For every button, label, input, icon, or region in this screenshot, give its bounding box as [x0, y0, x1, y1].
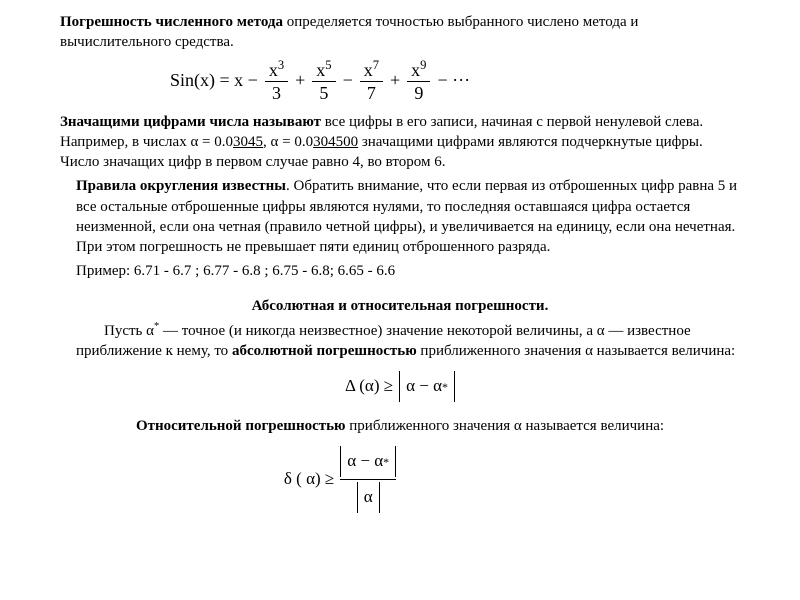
sin-lhs: Sin(x) = x − — [170, 68, 258, 92]
underlined-3045: 3045 — [233, 134, 263, 150]
bold-term-rounding: Правила округления известны — [76, 178, 286, 194]
underlined-304500: 304500 — [313, 134, 358, 150]
paragraph-rounding-rules: Правила округления известны. Обратить вн… — [60, 176, 740, 257]
bold-term-significant-digits: Значащими цифрами числа называют — [60, 114, 321, 130]
paragraph-method-error: Погрешность численного метода определяет… — [60, 12, 740, 53]
bold-term-relative-error: Относительной погрешностью — [136, 418, 346, 434]
relative-error-fraction: α − α* α — [340, 446, 396, 513]
abs-value-bars: α − α* — [399, 371, 455, 402]
rounding-examples: Пример: 6.71 - 6.7 ; 6.77 - 6.8 ; 6.75 -… — [60, 261, 740, 281]
relative-error-label: Относительной погрешностью приближенного… — [60, 416, 740, 436]
bold-term-absolute-error: абсолютной погрешностью — [232, 343, 417, 359]
absolute-error-formula: Δ (α) ≥ α − α* — [60, 371, 740, 402]
paragraph-significant-digits: Значащими цифрами числа называют все циф… — [60, 112, 740, 173]
term-x7-over-7: x7 7 — [360, 59, 383, 102]
term-x5-over-5: x5 5 — [312, 59, 335, 102]
sin-taylor-formula: Sin(x) = x − x3 3 + x5 5 − x7 7 + x9 9 −… — [60, 59, 740, 102]
rel-denominator-abs: α — [357, 482, 380, 513]
fraction-line — [340, 479, 396, 480]
term-x9-over-9: x9 9 — [407, 59, 430, 102]
relative-error-formula: δ ( α) ≥ α − α* α — [60, 446, 740, 513]
paragraph-absolute-error-def: Пусть α* — точное (и никогда неизвестное… — [60, 320, 740, 362]
rel-numerator-abs: α − α* — [340, 446, 396, 477]
section-title-errors: Абсолютная и относительная погрешности. — [60, 296, 740, 316]
term-x3-over-3: x3 3 — [265, 59, 288, 102]
bold-term-method-error: Погрешность численного метода — [60, 14, 283, 30]
